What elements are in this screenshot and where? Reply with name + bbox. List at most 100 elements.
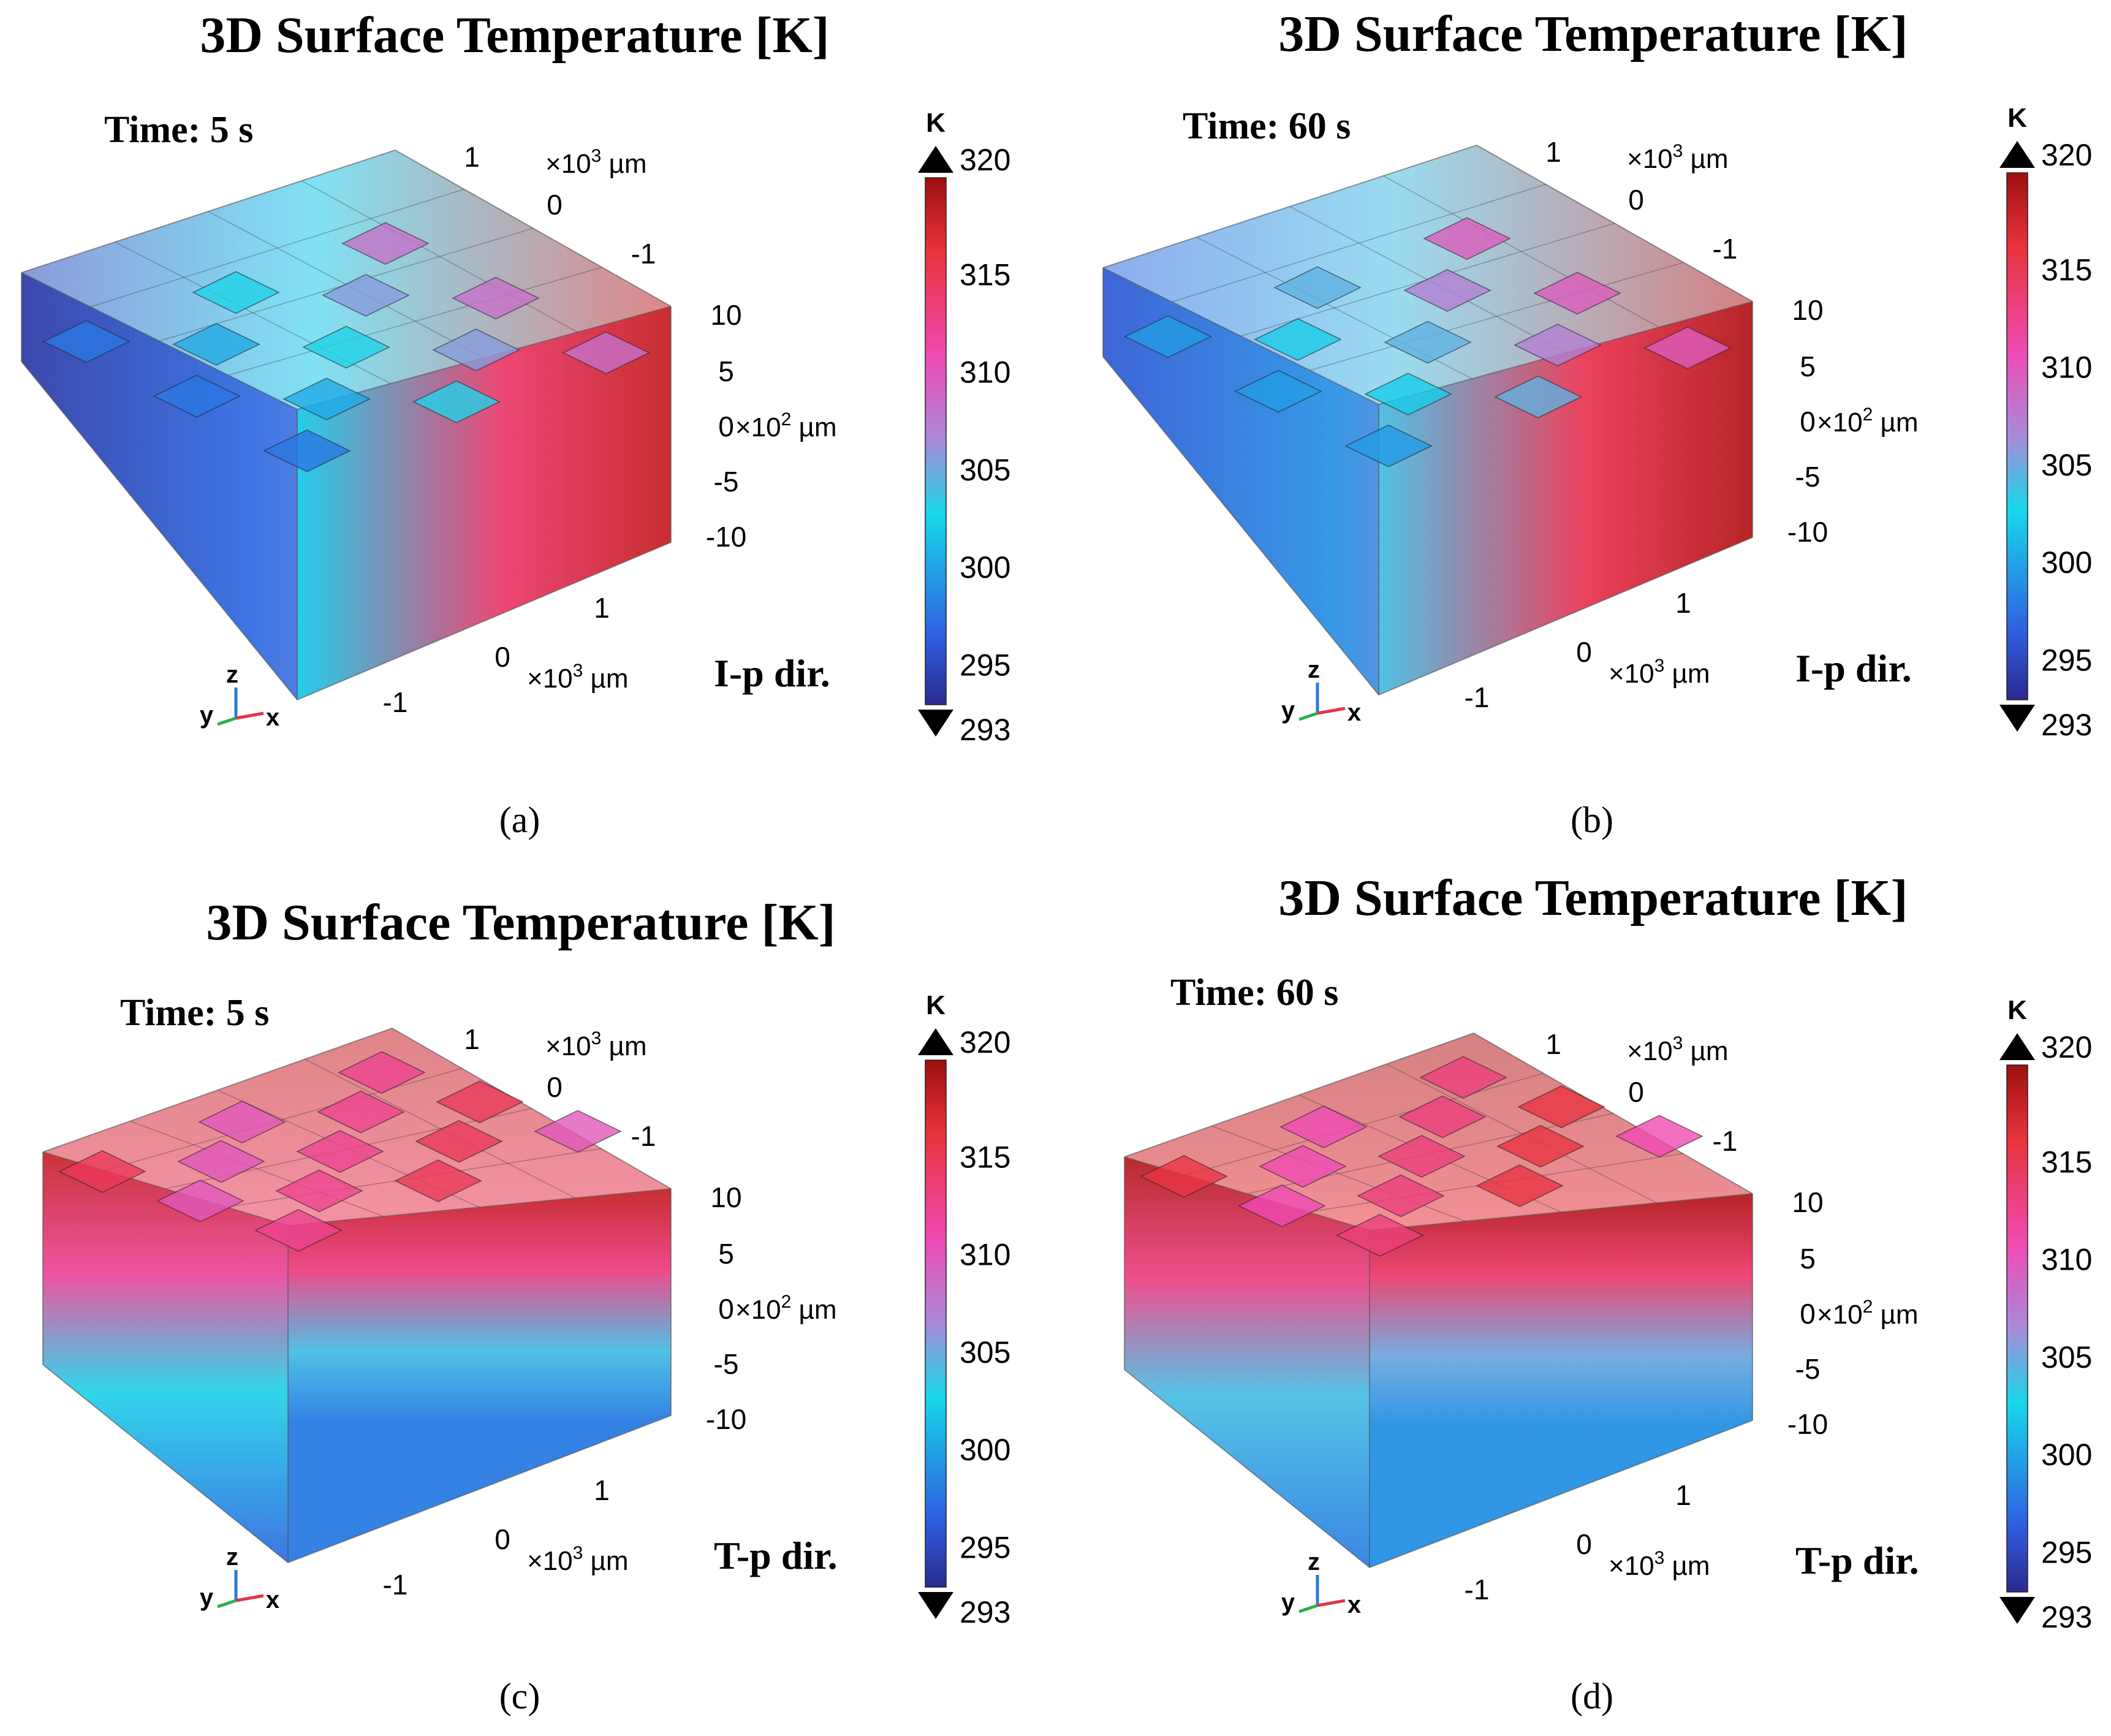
box-front-face bbox=[1103, 268, 1379, 695]
grid-line bbox=[1383, 175, 1659, 328]
z-tick-label: -10 bbox=[706, 521, 746, 553]
box-edge bbox=[1102, 145, 1477, 268]
triad-y-line bbox=[1298, 1604, 1318, 1613]
x-tick-label: 1 bbox=[594, 1474, 610, 1506]
z-tick-label: -5 bbox=[714, 1348, 739, 1380]
chip-tile bbox=[156, 1179, 244, 1222]
panel-title: 3D Surface Temperature [K] bbox=[1278, 6, 1908, 63]
box-edge bbox=[21, 272, 298, 410]
z-axis-unit: ×102 µm bbox=[1817, 1297, 1919, 1330]
chip-tile bbox=[1336, 1213, 1424, 1257]
time-label: Time: 60 s bbox=[1183, 105, 1351, 147]
z-axis-unit: ×102 µm bbox=[1817, 404, 1919, 438]
z-tick-label: 5 bbox=[718, 1238, 734, 1270]
panel-caption: (d) bbox=[1571, 1676, 1613, 1716]
triad-x-line bbox=[1317, 707, 1346, 715]
z-tick-label: 0 bbox=[1800, 1298, 1816, 1330]
x-tick-label: -1 bbox=[383, 1569, 408, 1601]
colorbar-tick-label: 315 bbox=[960, 257, 1010, 292]
chip-tile bbox=[296, 1130, 384, 1173]
x-tick-label: 1 bbox=[1675, 587, 1691, 619]
x-tick-label: 0 bbox=[495, 641, 510, 673]
box-edge bbox=[1369, 1193, 1753, 1231]
time-label: Time: 5 s bbox=[120, 992, 269, 1034]
z-tick-label: 0 bbox=[1800, 406, 1816, 438]
x-axis-unit: ×103 µm bbox=[527, 1543, 629, 1576]
colorbar-tick-label: 293 bbox=[960, 713, 1010, 747]
colorbar bbox=[925, 177, 947, 705]
chip-tile bbox=[58, 1150, 146, 1193]
colorbar-tick-label: 293 bbox=[960, 1595, 1010, 1629]
colorbar-tick-label: 310 bbox=[2041, 351, 2092, 385]
z-tick-label: -5 bbox=[1795, 1353, 1821, 1385]
y-tick-label: -1 bbox=[631, 238, 656, 270]
z-tick-label: 10 bbox=[710, 1181, 741, 1213]
chip-tile bbox=[1476, 1164, 1564, 1207]
chip-tile bbox=[1514, 324, 1602, 366]
chip-tile bbox=[1533, 271, 1621, 315]
box-edge bbox=[1124, 1369, 1370, 1568]
box-edge bbox=[1102, 356, 1379, 696]
x-tick-label: 0 bbox=[1576, 636, 1592, 668]
chip-tile bbox=[1344, 424, 1433, 468]
chip-tile bbox=[1254, 318, 1342, 361]
colorbar-unit: K bbox=[926, 990, 946, 1020]
box-front-face bbox=[1124, 1157, 1370, 1567]
x-tick-label: -1 bbox=[1465, 1574, 1490, 1605]
direction-label: I-p dir. bbox=[714, 651, 830, 695]
chip-tile bbox=[198, 1101, 286, 1143]
x-tick-label: -1 bbox=[383, 686, 408, 718]
colorbar-tick-label: 305 bbox=[960, 453, 1010, 487]
colorbar-tick-label: 305 bbox=[2041, 448, 2092, 482]
chip-tile bbox=[338, 1051, 426, 1094]
colorbar-tick-label: 295 bbox=[2041, 1535, 2092, 1569]
chip-tile bbox=[1259, 1145, 1347, 1188]
box-edge bbox=[1124, 1033, 1474, 1158]
box-edge bbox=[287, 1415, 672, 1563]
chip-tile bbox=[1494, 375, 1582, 419]
panel-caption: (b) bbox=[1571, 800, 1613, 840]
direction-label: I-p dir. bbox=[1795, 646, 1912, 690]
z-tick-label: 5 bbox=[1800, 1243, 1816, 1275]
colorbar bbox=[2006, 172, 2028, 700]
y-tick-label: -1 bbox=[631, 1120, 656, 1152]
box-edge bbox=[42, 1364, 289, 1563]
colorbar-min-arrow bbox=[1999, 705, 2035, 732]
box-right-face bbox=[1370, 1194, 1753, 1567]
colorbar-tick-label: 320 bbox=[2041, 138, 2092, 172]
colorbar-tick-label: 300 bbox=[2041, 545, 2092, 580]
chip-tile bbox=[192, 271, 280, 314]
box-edge bbox=[395, 150, 672, 307]
chip-tile bbox=[1364, 373, 1452, 415]
colorbar-tick-label: 310 bbox=[2041, 1243, 2092, 1277]
time-label: Time: 5 s bbox=[104, 109, 253, 151]
triad-z-label: z bbox=[1308, 656, 1320, 683]
grid-line bbox=[1185, 1072, 1544, 1176]
z-tick-label: -5 bbox=[714, 466, 739, 498]
chip-tile bbox=[177, 1140, 265, 1183]
colorbar-tick-label: 320 bbox=[960, 143, 1010, 177]
triad-x-line bbox=[1317, 1599, 1346, 1607]
z-tick-label: -5 bbox=[1795, 461, 1821, 493]
panel-caption: (c) bbox=[499, 1676, 540, 1716]
z-tick-label: 0 bbox=[718, 1293, 734, 1325]
colorbar-tick-label: 305 bbox=[960, 1335, 1010, 1370]
z-tick-label: 5 bbox=[718, 355, 734, 387]
triad-z-label: z bbox=[226, 1544, 238, 1571]
box-front-face bbox=[43, 1152, 288, 1563]
box-edge bbox=[297, 542, 672, 700]
colorbar-tick-label: 305 bbox=[2041, 1340, 2092, 1374]
x-tick-label: 0 bbox=[1576, 1528, 1592, 1560]
x-tick-label: 0 bbox=[495, 1523, 510, 1555]
chip-tile bbox=[412, 380, 501, 423]
chip-tile bbox=[1615, 1115, 1704, 1158]
colorbar-tick-label: 310 bbox=[960, 1238, 1010, 1272]
time-label: Time: 60 s bbox=[1170, 972, 1338, 1014]
grid-line bbox=[90, 189, 464, 308]
colorbar-min-arrow bbox=[1999, 1597, 2035, 1624]
chip-tile bbox=[1279, 1105, 1368, 1148]
triad-x-label: x bbox=[266, 704, 279, 731]
